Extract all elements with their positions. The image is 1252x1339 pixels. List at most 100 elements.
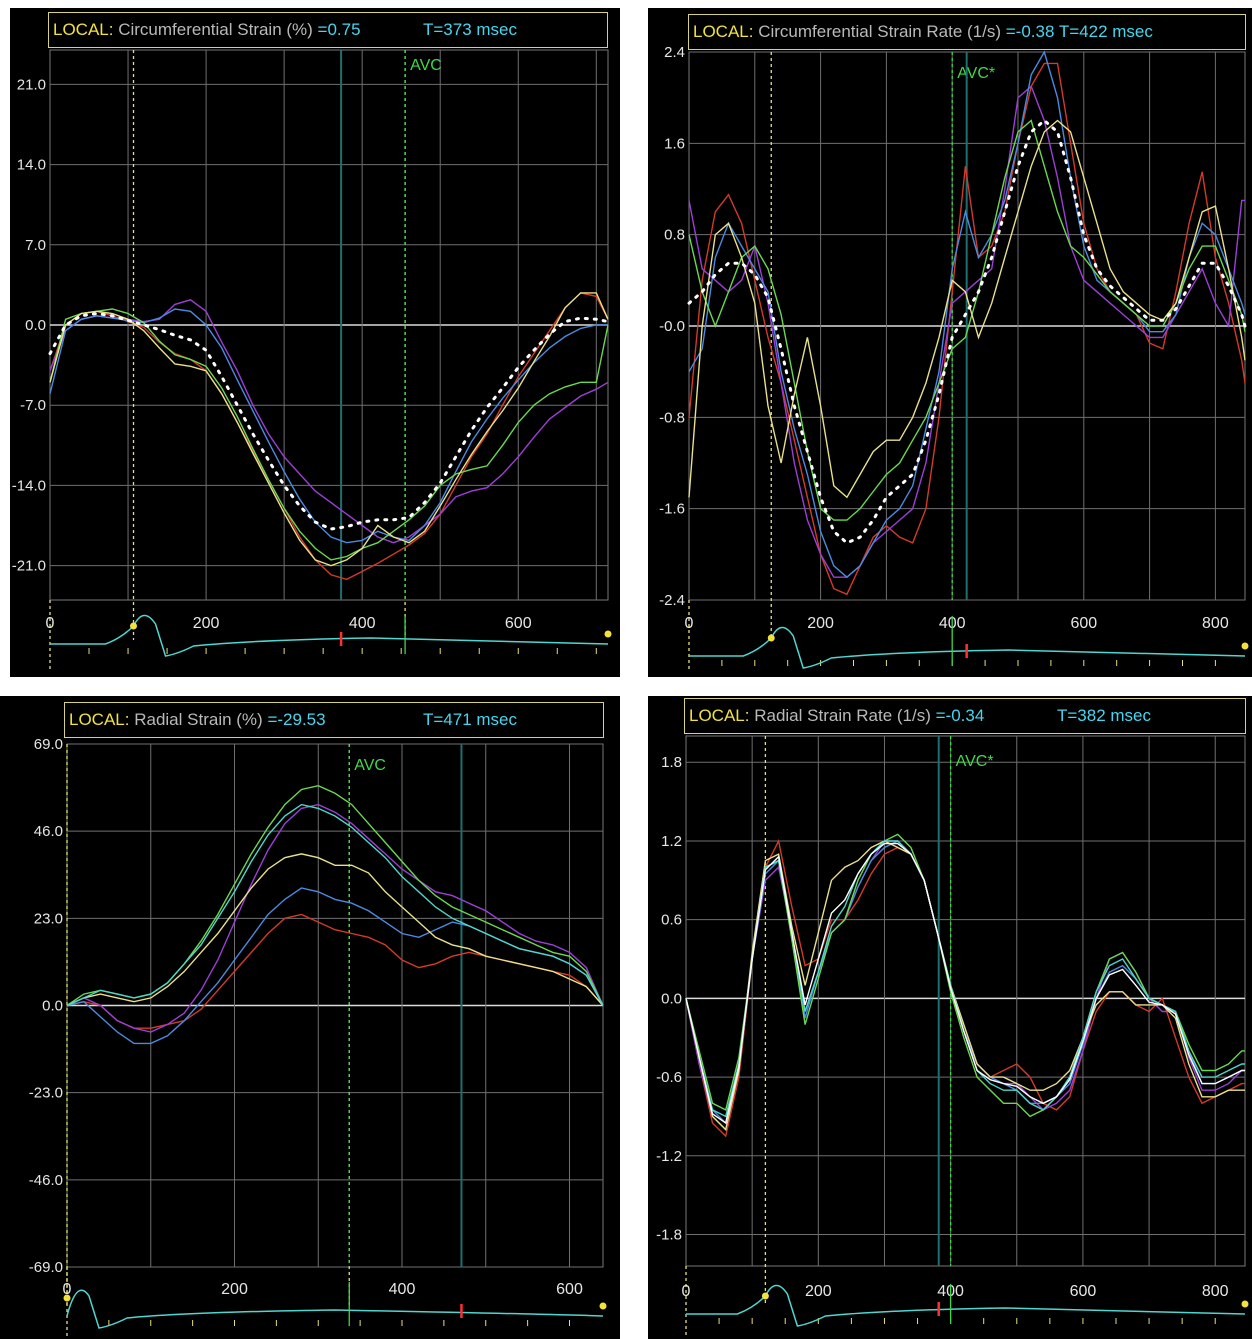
radial-strain-chart: 69.0 46.0 23.0 0.0 -23.0 -46.0 -69.0 AVC 0 200 400… [29, 736, 607, 1337]
segment-curve [49, 292, 609, 581]
y-tick-label: -1.2 [656, 1148, 682, 1165]
y-tick-label: -46.0 [29, 1172, 63, 1189]
segment-curve [49, 292, 609, 567]
y-tick-label: 0.0 [42, 998, 63, 1015]
segment-curve [685, 840, 1245, 1118]
x-tick-label: 0 [63, 1281, 72, 1298]
ecg-start-dot [63, 1294, 71, 1302]
segment-curve [685, 838, 1245, 1138]
y-tick-label: 7.0 [25, 237, 46, 254]
x-tick-label: 800 [1202, 1283, 1229, 1300]
x-tick-label: 600 [1070, 615, 1097, 632]
radial-strain-rate-panel: 1.8 1.2 0.6 0.0 -0.6 -1.2 -1.8 AVC* 0 200 400 600 80… [648, 696, 1252, 1339]
segment-curve [66, 887, 604, 1045]
y-tick-label: 21.0 [17, 76, 46, 93]
local-label: LOCAL: [693, 22, 754, 41]
y-tick-label: 14.0 [17, 157, 46, 174]
y-tick-label: -0.0 [659, 318, 685, 335]
y-tick-label: -2.4 [659, 592, 685, 609]
y-tick-label: -0.6 [656, 1069, 682, 1086]
ecg-start-dot [761, 1292, 769, 1300]
ecg-end-dot [1241, 1300, 1249, 1308]
time-readout: T=373 msec [423, 20, 518, 39]
segment-curve [49, 308, 609, 561]
y-tick-label: 46.0 [34, 823, 63, 840]
ecg-end-dot [604, 630, 612, 638]
measure-value: =-0.38 [1001, 22, 1055, 41]
x-tick-label: 600 [556, 1281, 583, 1298]
segment-curve [688, 50, 1246, 579]
measure-value: =0.75 [312, 20, 361, 39]
y-tick-label: -7.0 [20, 397, 46, 414]
mean-curve [687, 118, 1247, 545]
ecg-start-dot [767, 634, 775, 642]
x-tick-label: 800 [1202, 615, 1229, 632]
segment-curve [66, 803, 604, 1007]
x-tick-label: 0 [682, 1283, 691, 1300]
radial-strain-panel: 69.0 46.0 23.0 0.0 -23.0 -46.0 -69.0 AVC 0 200 400… [0, 696, 620, 1339]
chart-header: LOCAL: Radial Strain Rate (1/s) =-0.34 T… [684, 698, 1246, 734]
segment-curve [66, 784, 604, 1007]
y-tick-label: 0.0 [661, 990, 682, 1007]
avc-label: AVC* [956, 753, 994, 770]
x-tick-label: 200 [193, 615, 220, 632]
segment-curve [49, 299, 609, 544]
x-tick-label: 0 [685, 615, 694, 632]
local-label: LOCAL: [69, 710, 130, 729]
segment-curve [688, 85, 1245, 578]
ecg-trace [66, 1289, 604, 1329]
segment-curve [685, 840, 1245, 1131]
segment-curve [685, 842, 1245, 1125]
y-tick-label: 23.0 [34, 910, 63, 927]
y-tick-label: -21.0 [12, 558, 46, 575]
segment-curve [685, 840, 1245, 1125]
y-tick-label: 1.8 [661, 754, 682, 771]
ecg-end-dot [1241, 642, 1249, 650]
y-tick-label: 0.8 [664, 227, 685, 244]
measure-label: Radial Strain Rate (1/s) [754, 706, 931, 725]
local-label: LOCAL: [53, 20, 114, 39]
local-label: LOCAL: [689, 706, 750, 725]
x-tick-label: 200 [807, 615, 834, 632]
time-readout: T=382 msec [1057, 706, 1152, 725]
avc-label: AVC [354, 757, 386, 774]
ecg-trace [686, 1284, 1246, 1327]
y-tick-label: 1.2 [661, 833, 682, 850]
y-tick-label: -23.0 [29, 1085, 63, 1102]
chart-header: LOCAL: Circumferential Strain (%) =0.75 … [48, 12, 608, 48]
segment-curve [685, 840, 1245, 1131]
measure-value: =-0.34 [930, 706, 985, 725]
y-tick-label: -14.0 [12, 477, 46, 494]
x-tick-label: 400 [349, 615, 376, 632]
y-tick-label: 0.6 [661, 912, 682, 929]
time-readout: T=422 msec [1054, 22, 1153, 41]
circumferential-strain-chart: 21.0 14.0 7.0 0.0 -7.0 -14.0 -21.0 AVC 0 200 400 60… [12, 49, 612, 670]
y-tick-label: -0.8 [659, 409, 685, 426]
measure-label: Circumferential Strain (%) [118, 20, 313, 39]
y-tick-label: -69.0 [29, 1259, 63, 1276]
measure-label: Radial Strain (%) [134, 710, 263, 729]
x-tick-label: 600 [505, 615, 532, 632]
x-tick-label: 200 [805, 1283, 832, 1300]
avc-label: AVC* [957, 65, 995, 82]
y-tick-label: 1.6 [664, 135, 685, 152]
y-tick-label: -1.8 [656, 1227, 682, 1244]
segment-curve [66, 853, 604, 1007]
y-tick-label: 69.0 [34, 736, 63, 753]
chart-header: LOCAL: Radial Strain (%) =-29.53 T=471 m… [64, 702, 604, 738]
segment-curve [66, 913, 604, 1029]
y-tick-label: 0.0 [25, 317, 46, 334]
plot-frame [685, 735, 1246, 1267]
x-tick-label: 200 [221, 1281, 248, 1298]
measure-label: Circumferential Strain Rate (1/s) [758, 22, 1002, 41]
y-tick-label: 2.4 [664, 44, 685, 61]
ecg-start-dot [130, 622, 138, 630]
x-tick-label: 600 [1070, 1283, 1097, 1300]
ecg-end-dot [599, 1302, 607, 1310]
y-tick-label: -1.6 [659, 501, 685, 518]
time-readout: T=471 msec [423, 710, 518, 729]
mean-curve [48, 311, 610, 531]
measure-value: =-29.53 [262, 710, 326, 729]
